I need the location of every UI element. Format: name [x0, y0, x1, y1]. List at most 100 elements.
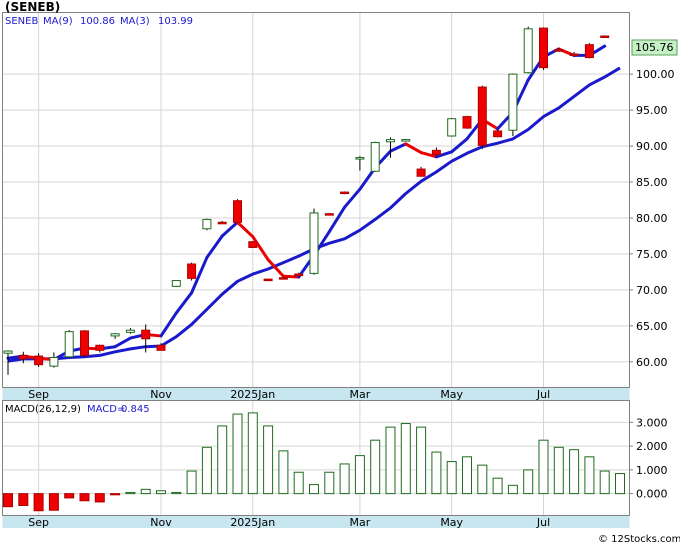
candle-body — [156, 344, 166, 351]
macd-panel — [2, 400, 630, 516]
candle-body — [34, 355, 44, 366]
credit-text: © 12Stocks.com — [598, 534, 680, 545]
candle-body — [569, 53, 579, 56]
candle-body — [263, 278, 273, 282]
macd-date-axis — [2, 516, 630, 528]
price-date-axis — [2, 388, 630, 400]
macd-bar — [400, 423, 411, 495]
macd-y-tick-label: 0.000 — [636, 488, 668, 501]
price-panel — [2, 12, 630, 388]
macd-legend-label: MACD= — [87, 404, 125, 415]
ma3-segment — [343, 187, 362, 209]
macd-bar — [33, 493, 44, 512]
ma3-segment — [266, 258, 285, 278]
candle-body — [18, 354, 28, 360]
date-label: Mar — [350, 388, 371, 401]
date-label: Sep — [28, 388, 49, 401]
macd-bar — [48, 493, 59, 511]
candle-body — [202, 218, 212, 230]
candle-body — [278, 277, 288, 280]
macd-bar — [370, 439, 381, 495]
candle-body — [370, 141, 380, 172]
macd-y-tick-label: 3.000 — [636, 416, 668, 429]
macd-bar — [64, 493, 75, 499]
macd-bar — [79, 493, 90, 502]
macd-bar — [477, 464, 488, 495]
macd-bar — [599, 470, 610, 495]
candle-body — [80, 330, 89, 356]
macd-bar — [416, 426, 427, 495]
macd-bar — [462, 456, 472, 495]
candle-body — [171, 280, 181, 287]
date-label: Jul — [536, 388, 550, 401]
date-label: Nov — [150, 516, 172, 529]
macd-bar — [446, 461, 457, 495]
macd-bar — [324, 471, 335, 495]
macd-bar — [140, 488, 151, 495]
candle-body — [539, 27, 548, 69]
candle-body — [294, 273, 304, 277]
macd-bar — [293, 471, 304, 495]
ma3-segment — [205, 234, 224, 260]
candle-body — [508, 73, 518, 131]
macd-date-labels: Sep Nov 2025Jan Mar May Jul — [28, 516, 550, 529]
macd-bar — [354, 455, 365, 495]
macd-bar — [110, 493, 121, 496]
macd-bar — [538, 439, 549, 495]
macd-bar — [553, 446, 564, 495]
candle-body — [217, 221, 227, 225]
ma3-segment — [281, 274, 301, 279]
date-label: Sep — [28, 516, 49, 529]
candle-body — [447, 118, 457, 137]
price-y-tick-label: 60.00 — [636, 356, 668, 369]
candle-body — [493, 130, 503, 138]
price-y-tick-label: 90.00 — [636, 140, 668, 153]
macd-bar — [339, 463, 350, 495]
macd-bar — [186, 470, 197, 495]
macd-legend-value: 0.845 — [121, 404, 150, 415]
price-y-axis: 60.00 65.00 70.00 75.00 80.00 85.00 90.00 95.00… — [629, 68, 675, 369]
date-label: Jul — [536, 516, 550, 529]
ma3-segment — [327, 205, 347, 234]
macd-bar — [217, 425, 228, 495]
candle-body — [340, 191, 350, 195]
macd-bar — [247, 412, 258, 495]
candle-body — [309, 212, 319, 274]
macd-bar — [263, 425, 274, 495]
macd-bar — [569, 449, 580, 495]
macd-bar — [201, 446, 212, 495]
macd-bar — [278, 450, 289, 495]
date-label: May — [440, 388, 463, 401]
price-grid — [3, 13, 629, 387]
ma3-segment — [113, 336, 132, 349]
candle-body — [3, 350, 13, 354]
chart-title: (SENEB) — [5, 0, 60, 14]
macd-bar — [232, 413, 243, 495]
legend-symbol: SENEB — [5, 16, 38, 27]
macd-legend-params: MACD(26,12,9) — [5, 404, 81, 415]
candle-body — [401, 139, 411, 142]
macd-y-tick-label: 2.000 — [636, 440, 668, 453]
price-y-tick-label: 75.00 — [636, 248, 668, 261]
candle-body — [416, 168, 426, 177]
ma3-segment — [419, 151, 438, 159]
legend-ma9-label: MA(9) — [43, 16, 73, 27]
ma3-segment — [190, 256, 209, 295]
ma3-segment — [220, 220, 239, 238]
candle-body — [49, 357, 59, 367]
candle-body — [386, 139, 395, 143]
macd-bar — [125, 491, 136, 495]
macd-bar — [171, 491, 182, 495]
macd-bar — [385, 426, 396, 495]
macd-y-axis: 0.000 1.000 2.000 3.000 — [629, 416, 668, 501]
candle-body — [324, 213, 334, 216]
price-y-tick-label: 85.00 — [636, 176, 668, 189]
candle-body — [95, 344, 105, 351]
macd-bar — [615, 473, 625, 495]
price-y-tick-label: 65.00 — [636, 320, 668, 333]
candle-body — [233, 200, 242, 223]
price-y-tick-label: 80.00 — [636, 212, 668, 225]
last-price-value: 105.76 — [635, 41, 674, 54]
legend-ma3-value: 103.99 — [158, 16, 193, 27]
